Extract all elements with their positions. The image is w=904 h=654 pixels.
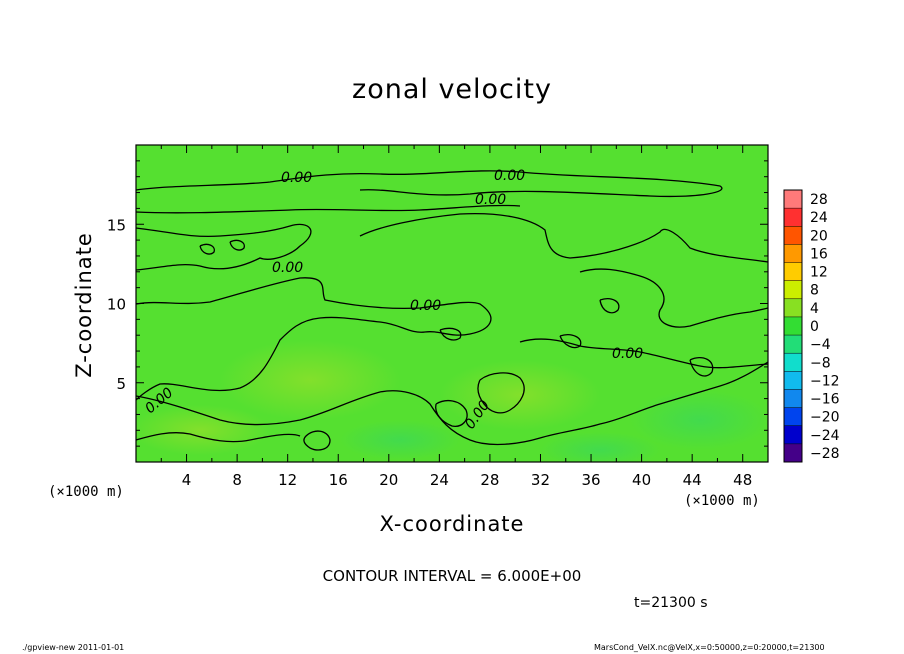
contour-lines: [136, 170, 768, 451]
x-tick-label: 20: [379, 471, 398, 489]
y-tick-label: 10: [107, 296, 126, 314]
colorbar-swatch: [784, 371, 802, 390]
colorbar-label: 4: [810, 301, 819, 317]
contour-line: [229, 239, 245, 251]
colorbar-swatch: [784, 208, 802, 227]
contour-interval-label: CONTOUR INTERVAL = 6.000E+00: [322, 567, 582, 585]
time-label: t=21300 s: [634, 595, 708, 611]
field-blob: [440, 360, 600, 430]
colorbar-swatch: [784, 190, 802, 209]
colorbar-label: −8: [810, 355, 831, 371]
colorbar-label: 12: [810, 265, 828, 281]
colorbar-swatch: [784, 226, 802, 245]
contour-line: [199, 243, 215, 255]
plot-area: 0.00 0.00 0.00 0.00 0.00 0.00 0.00 0.00: [136, 145, 768, 462]
contour-label: 0.00: [475, 192, 506, 208]
field-blob: [220, 340, 400, 420]
x-axis-label: X-coordinate: [379, 512, 525, 536]
contour-line: [136, 170, 723, 198]
y-axis-ticks: 5 10 15: [107, 160, 768, 447]
contour-labels: 0.00 0.00 0.00 0.00 0.00 0.00 0.00 0.00: [142, 168, 643, 432]
colorbar-label: 8: [810, 283, 819, 299]
x-axis-ticks: 4 8 12 16 20 24 28 32 36 40 44 48: [160, 145, 752, 489]
field-blob: [136, 405, 270, 455]
colorbar-swatch: [784, 335, 802, 354]
colorbar-label: −4: [810, 337, 831, 353]
contour-line: [579, 268, 768, 328]
contour-line: [359, 212, 768, 263]
footer-left: ./gpview-new 2011-01-01: [22, 643, 125, 652]
x-tick-label: 36: [581, 471, 600, 489]
x-tick-label: 32: [531, 471, 550, 489]
contour-line: [477, 372, 525, 414]
contour-line: [435, 399, 468, 427]
contour-line: [559, 334, 582, 349]
colorbar-swatch: [784, 298, 802, 317]
y-tick-label: 5: [116, 375, 126, 393]
contour-line: [136, 432, 301, 443]
x-tick-label: 28: [480, 471, 499, 489]
contour-line: [136, 361, 768, 446]
x-tick-label: 4: [182, 471, 192, 489]
contour-line: [689, 357, 714, 377]
colorbar-swatch: [784, 443, 802, 462]
colorbar-swatch: [784, 389, 802, 408]
contour-line: [136, 204, 521, 214]
contour-line: [136, 223, 312, 271]
chart-title: zonal velocity: [352, 74, 552, 105]
colorbar-label: 0: [810, 319, 819, 335]
x-tick-label: 16: [329, 471, 348, 489]
colorbar-label: 28: [810, 192, 828, 208]
y-tick-label: 15: [107, 216, 126, 234]
colorbar-swatch: [784, 262, 802, 281]
colorbar-label: −20: [810, 410, 840, 426]
colorbar-swatch: [784, 425, 802, 444]
colorbar-label: −28: [810, 446, 840, 462]
x-tick-label: 8: [232, 471, 242, 489]
contour-line: [136, 277, 492, 401]
colorbar-label: −12: [810, 373, 840, 389]
contour-label: 0.00: [494, 168, 525, 184]
colorbar: 28 24 20 16 12 8 4 0 −4 −8 −12 −16 −20 −24 −28: [783, 189, 840, 463]
contour-label: 0.00: [612, 346, 643, 362]
x-tick-label: 48: [733, 471, 752, 489]
field-blob: [630, 390, 768, 450]
colorbar-swatch: [784, 407, 802, 426]
colorbar-swatch: [784, 353, 802, 372]
colorbar-label: 16: [810, 246, 828, 262]
x-tick-label: 24: [430, 471, 449, 489]
contour-line: [599, 298, 620, 314]
colorbar-label: 20: [810, 228, 828, 244]
contour-line: [303, 430, 331, 451]
colorbar-swatch: [784, 316, 802, 336]
colorbar-swatch: [784, 280, 802, 299]
contour-label: 0.00: [272, 260, 303, 276]
colorbar-label: −24: [810, 428, 840, 444]
x-tick-label: 44: [683, 471, 702, 489]
footer-right: MarsCond_VelX.nc@VelX,x=0:50000,z=0:2000…: [594, 643, 825, 652]
colorbar-swatch: [784, 244, 802, 263]
colorbar-label: −16: [810, 392, 840, 408]
x-axis-unit-right: (×1000 m): [684, 493, 760, 509]
x-axis-unit-left: (×1000 m): [48, 484, 124, 500]
contour-line: [439, 327, 462, 341]
field-blob: [340, 420, 460, 460]
field-blob: [540, 432, 660, 462]
contour-label: 0.00: [410, 298, 441, 314]
contour-label: 0.00: [281, 170, 312, 186]
x-tick-label: 40: [632, 471, 651, 489]
colorbar-label: 24: [810, 210, 828, 226]
x-tick-label: 12: [278, 471, 297, 489]
